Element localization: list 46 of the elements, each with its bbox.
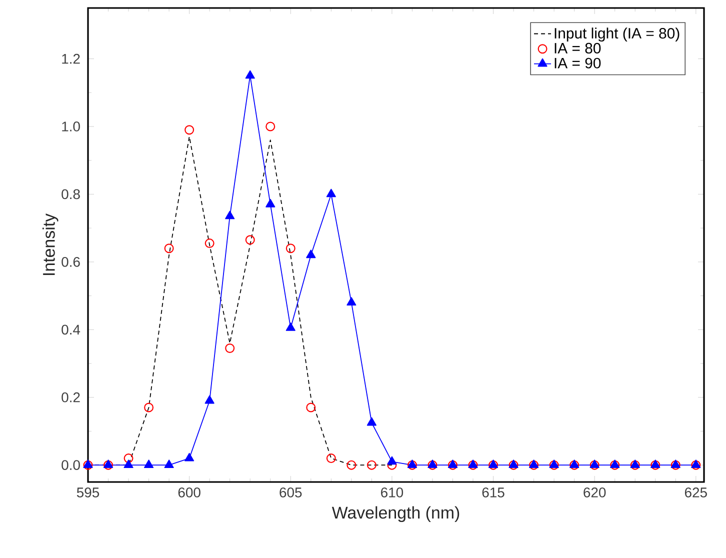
x-tick-label: 615 — [482, 488, 504, 498]
x-axis-title: Wavelength (nm) — [332, 506, 460, 522]
x-tick-label: 600 — [178, 488, 200, 498]
point — [306, 250, 316, 258]
point — [306, 402, 316, 412]
point — [346, 297, 356, 306]
point — [266, 122, 276, 132]
legend-label: IA = 90 — [554, 58, 601, 68]
point — [366, 417, 376, 426]
y-tick-label: 1.2 — [62, 54, 80, 64]
point — [387, 456, 397, 465]
point — [184, 452, 194, 462]
x-tick-label: 620 — [584, 488, 606, 498]
point — [286, 322, 296, 331]
point — [346, 460, 356, 470]
y-tick-label: 1.0 — [62, 122, 80, 132]
x-tick-label: 595 — [76, 488, 100, 498]
x-tick-label: 625 — [684, 488, 707, 498]
point — [245, 235, 255, 245]
point — [245, 70, 255, 79]
y-tick-label: 0.6 — [62, 256, 80, 267]
point — [144, 460, 154, 468]
y-tick-label: 0.0 — [62, 460, 80, 470]
point — [326, 454, 336, 464]
point — [225, 210, 235, 220]
point — [266, 198, 276, 208]
x-tick-label: 610 — [381, 488, 404, 498]
point — [286, 244, 296, 254]
legend-label: IA = 80 — [554, 42, 601, 54]
y-tick-label: 0.4 — [62, 324, 80, 335]
point — [326, 188, 336, 198]
legend-label: Input light (IA = 80) — [554, 28, 680, 42]
point — [124, 460, 134, 468]
point — [204, 395, 214, 404]
point — [124, 454, 134, 464]
y-axis-title: Intensity — [42, 213, 58, 275]
point — [184, 125, 194, 135]
point — [204, 238, 214, 248]
point — [366, 460, 376, 470]
point — [225, 344, 235, 354]
point — [144, 402, 154, 412]
y-tick-label: 0.2 — [62, 392, 80, 402]
point — [164, 460, 174, 468]
point — [164, 244, 174, 254]
y-tick-label: 0.8 — [62, 189, 80, 200]
x-tick-label: 605 — [280, 488, 302, 498]
